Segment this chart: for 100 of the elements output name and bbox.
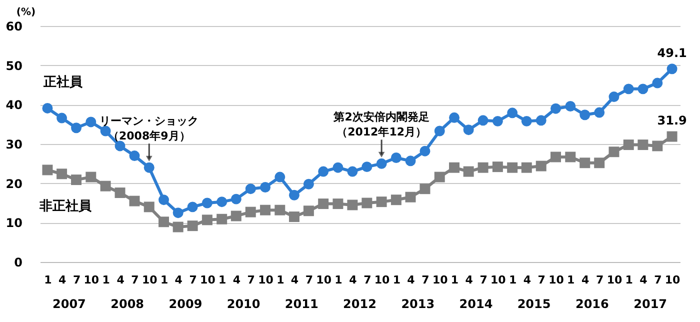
point bbox=[550, 103, 561, 114]
point bbox=[172, 222, 184, 232]
point bbox=[71, 122, 82, 134]
y-tick-label: 50 bbox=[6, 58, 22, 73]
text: 2016 bbox=[575, 297, 609, 311]
point bbox=[347, 166, 358, 177]
point bbox=[202, 198, 212, 208]
y-tick-label: 30 bbox=[6, 138, 22, 152]
point bbox=[347, 200, 358, 210]
x-tick-label: 4 bbox=[232, 274, 241, 286]
point bbox=[463, 166, 474, 177]
point bbox=[434, 126, 445, 136]
text: 2009 bbox=[168, 297, 202, 311]
point bbox=[114, 188, 126, 198]
x-tick-label: 1 bbox=[508, 274, 517, 286]
point bbox=[245, 206, 256, 218]
point bbox=[565, 101, 576, 112]
x-tick-label: 7 bbox=[654, 274, 662, 286]
point bbox=[332, 198, 344, 210]
text: 2007 bbox=[52, 297, 86, 311]
point bbox=[376, 158, 387, 169]
x-tick-label: 4 bbox=[174, 274, 183, 286]
x-tick-label: 4 bbox=[407, 274, 416, 286]
x-tick-label: 10 bbox=[84, 274, 100, 286]
text: 2012 bbox=[343, 297, 376, 311]
point bbox=[666, 131, 678, 142]
point bbox=[216, 196, 228, 208]
point bbox=[362, 162, 372, 172]
point bbox=[638, 140, 648, 150]
text: 2008 bbox=[110, 297, 144, 311]
point bbox=[608, 92, 620, 102]
point bbox=[623, 84, 634, 94]
y-axis-title: (%) bbox=[16, 7, 36, 18]
point bbox=[638, 84, 648, 94]
y-tick-label: 0 bbox=[14, 256, 22, 270]
point bbox=[158, 216, 170, 228]
x-tick-label: 7 bbox=[596, 274, 604, 286]
point bbox=[580, 158, 590, 168]
point bbox=[318, 166, 329, 177]
text: 2014 bbox=[459, 297, 493, 311]
point bbox=[492, 116, 503, 126]
text: 2013 bbox=[401, 297, 435, 311]
point bbox=[86, 172, 96, 182]
x-tick-label: 10 bbox=[200, 274, 216, 286]
x-tick-label: 4 bbox=[349, 274, 358, 286]
point bbox=[158, 194, 170, 206]
x-tick-label: 10 bbox=[664, 274, 681, 286]
x-tick-label: 10 bbox=[490, 274, 506, 286]
point bbox=[405, 192, 416, 202]
series-label: 非正社員 bbox=[38, 198, 92, 214]
point bbox=[288, 212, 300, 222]
x-tick-label: 4 bbox=[290, 274, 299, 286]
point bbox=[129, 150, 140, 162]
point bbox=[230, 194, 242, 204]
point bbox=[608, 146, 620, 158]
series-label: 正社員 bbox=[42, 74, 84, 90]
point bbox=[245, 184, 256, 194]
point bbox=[42, 102, 53, 114]
point bbox=[420, 184, 430, 194]
x-tick-label: 7 bbox=[305, 274, 314, 286]
x-tick-label: 7 bbox=[189, 274, 197, 286]
text: 2015 bbox=[517, 297, 551, 311]
x-tick-label: 1 bbox=[276, 274, 284, 286]
point bbox=[100, 126, 111, 136]
point bbox=[405, 156, 416, 166]
y-tick-label: 10 bbox=[6, 216, 22, 230]
point bbox=[449, 112, 460, 123]
x-tick-label: 1 bbox=[218, 274, 226, 286]
point bbox=[274, 204, 286, 216]
x-tick-label: 10 bbox=[258, 274, 274, 286]
x-tick-label: 7 bbox=[364, 274, 372, 286]
x-tick-label: 10 bbox=[142, 274, 158, 286]
point bbox=[144, 162, 154, 173]
x-tick-label: 10 bbox=[606, 274, 622, 286]
point bbox=[550, 152, 561, 162]
point bbox=[420, 146, 430, 156]
point bbox=[594, 158, 605, 168]
point bbox=[478, 162, 488, 173]
text: 2010 bbox=[226, 297, 260, 311]
point bbox=[260, 182, 271, 192]
x-tick-label: 1 bbox=[102, 274, 110, 286]
point bbox=[260, 204, 271, 216]
x-tick-label: 7 bbox=[480, 274, 488, 286]
point bbox=[362, 198, 372, 208]
x-tick-label: 4 bbox=[582, 274, 590, 286]
point bbox=[478, 115, 488, 126]
x-tick-label: 10 bbox=[374, 274, 390, 286]
point bbox=[594, 107, 605, 118]
point bbox=[376, 196, 387, 208]
y-tick-label: 60 bbox=[6, 20, 22, 34]
point bbox=[56, 112, 68, 124]
x-tick-label: 1 bbox=[625, 274, 633, 286]
point bbox=[580, 110, 590, 120]
point bbox=[202, 214, 212, 226]
point bbox=[565, 152, 576, 162]
point bbox=[42, 164, 53, 176]
x-tick-label: 1 bbox=[44, 274, 52, 286]
point bbox=[536, 160, 546, 172]
point bbox=[536, 115, 546, 126]
point bbox=[230, 210, 242, 222]
